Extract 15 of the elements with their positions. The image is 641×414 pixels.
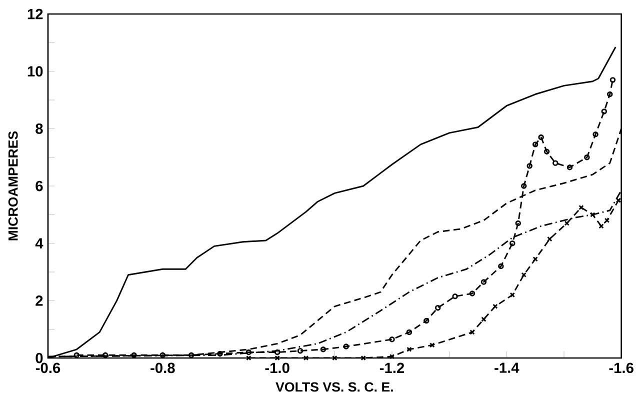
y-tick-label: 4	[35, 238, 44, 248]
y-tick-label: 0	[36, 352, 43, 364]
x-tick-label: -0.8	[150, 362, 175, 374]
x-tick-label: -1.2	[380, 362, 404, 373]
y-tick-label: 12	[28, 8, 43, 20]
x-tick-label: -1.6	[609, 362, 634, 374]
y-tick-label: 10	[28, 66, 43, 77]
x-tick-label: -1.4	[494, 362, 520, 373]
x-tick-label: -1.0	[265, 362, 290, 374]
y-tick-label: 6	[36, 180, 43, 192]
y-tick-label: 2	[36, 296, 43, 306]
x-axis-title: VOLTS VS. S. C. E.	[276, 382, 393, 392]
y-axis-title: MICROAMPERES	[8, 131, 18, 240]
x-tick-label: -0.6	[36, 362, 60, 374]
y-tick-label: 8	[36, 123, 43, 134]
